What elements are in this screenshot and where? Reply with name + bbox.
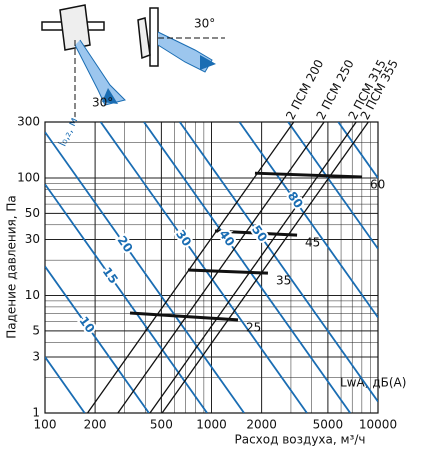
throw-lines bbox=[143, 122, 351, 413]
throw-lines bbox=[45, 131, 245, 413]
x-tick-label: 10000 bbox=[359, 418, 397, 432]
noise-lines bbox=[214, 229, 298, 237]
throw-label: 20 bbox=[114, 233, 135, 255]
throw-lines bbox=[238, 122, 378, 319]
throw-lines bbox=[99, 122, 308, 413]
y-tick-label: 100 bbox=[17, 171, 40, 185]
throw-label: 10 bbox=[76, 314, 97, 336]
throw-label: 80 bbox=[285, 189, 306, 211]
y-tick-label: 300 bbox=[17, 115, 40, 129]
grid bbox=[44, 121, 379, 414]
x-tick-label: 200 bbox=[84, 418, 107, 432]
y-tick-label: 3 bbox=[32, 349, 40, 363]
noise-label: 60 bbox=[370, 178, 385, 192]
noise-label: 45 bbox=[305, 236, 320, 250]
y-tick-label: 30 bbox=[25, 232, 40, 246]
noise-lines bbox=[187, 268, 269, 275]
x-tick-label: 500 bbox=[150, 418, 173, 432]
device-lines bbox=[117, 122, 325, 413]
angle-label: 30° bbox=[194, 17, 215, 31]
noise-lines bbox=[254, 171, 363, 179]
x-tick-label: 5000 bbox=[313, 418, 344, 432]
throw-label: 50 bbox=[249, 223, 270, 245]
throw-lines bbox=[287, 122, 378, 250]
x-axis-label: Расход воздуха, м³/ч bbox=[234, 433, 365, 447]
throw-label: 15 bbox=[100, 265, 121, 287]
x-tick-label: 1000 bbox=[196, 418, 227, 432]
throw-title: l₀,₂, м bbox=[56, 115, 81, 148]
device-lines bbox=[149, 122, 357, 413]
diffuser-sketches bbox=[41, 4, 225, 120]
y-tick-label: 10 bbox=[25, 288, 40, 302]
y-axis-label: Падение давления, Па bbox=[5, 195, 19, 339]
throw-lines bbox=[45, 265, 150, 413]
x-tick-label: 100 bbox=[34, 418, 57, 432]
noise-lines bbox=[129, 311, 239, 322]
angle-label: 30° bbox=[92, 96, 113, 110]
throw-lines bbox=[45, 183, 208, 413]
device-lines bbox=[86, 122, 295, 413]
x-tick-label: 2000 bbox=[246, 418, 277, 432]
lines bbox=[45, 122, 378, 413]
throw-lines bbox=[45, 356, 86, 413]
noise-title: LwA, дБ(A) bbox=[340, 376, 406, 390]
throw-label: 30 bbox=[173, 227, 194, 249]
noise-label: 35 bbox=[276, 274, 291, 288]
device-lines bbox=[161, 122, 369, 413]
noise-label: 25 bbox=[246, 320, 261, 334]
y-tick-label: 50 bbox=[25, 206, 40, 220]
y-tick-label: 1 bbox=[32, 406, 40, 420]
throw-lines bbox=[337, 122, 378, 179]
throw-lines bbox=[179, 122, 378, 403]
y-tick-label: 5 bbox=[32, 323, 40, 337]
